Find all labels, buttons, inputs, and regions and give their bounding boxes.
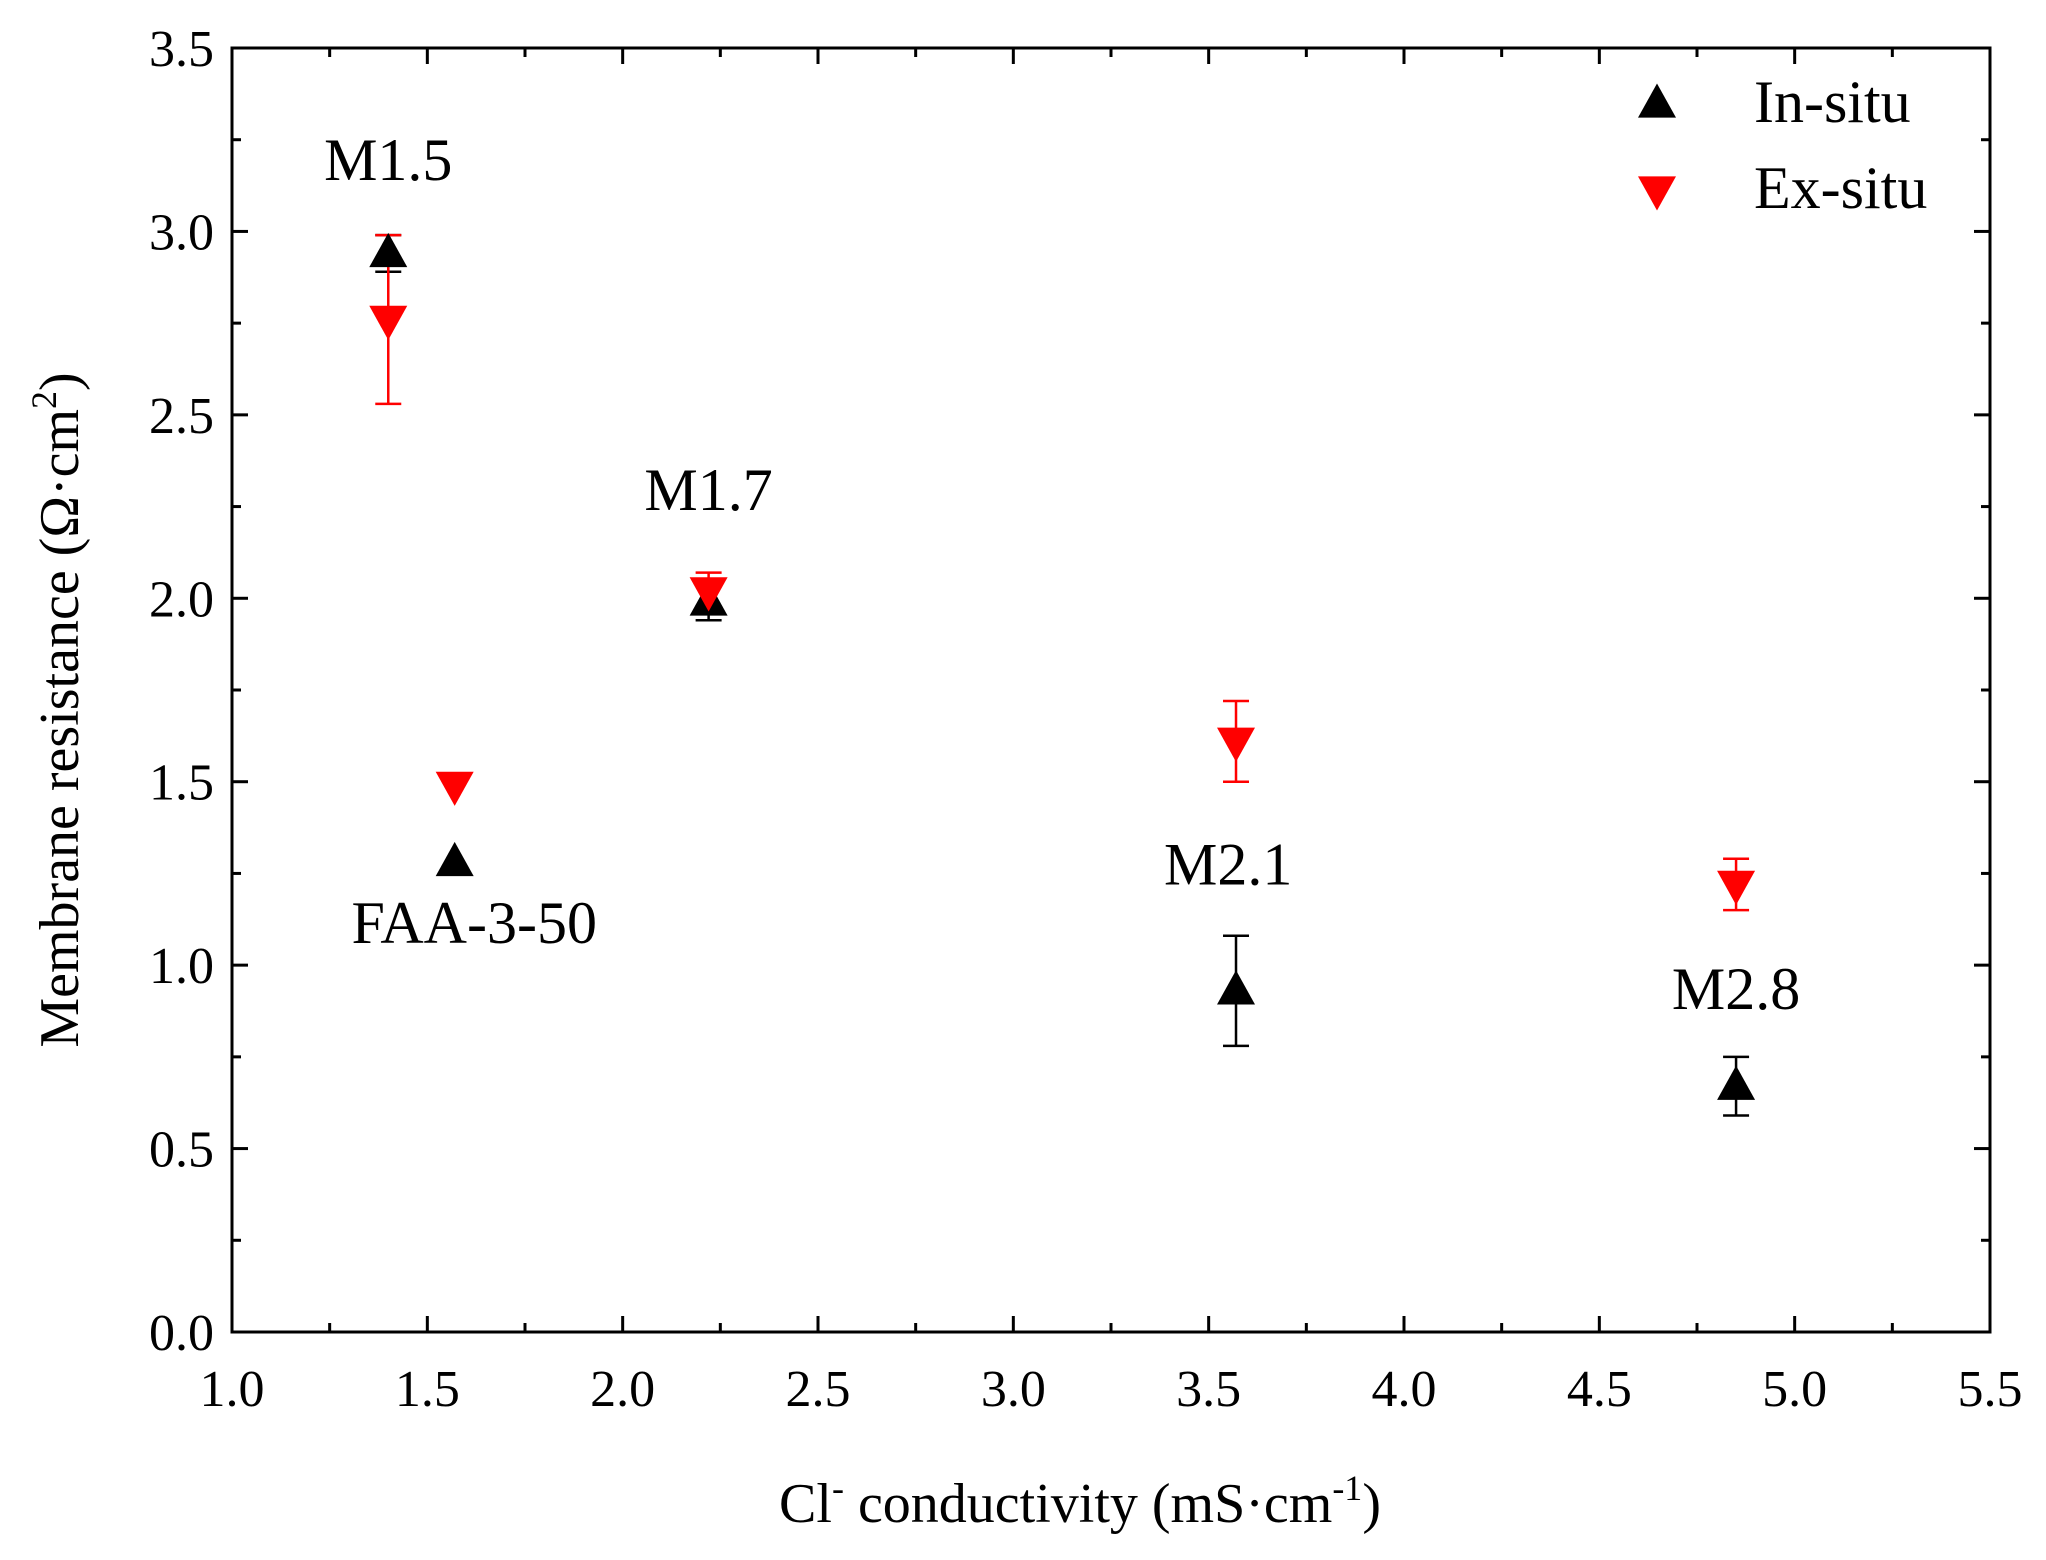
x-tick-label: 1.5 bbox=[395, 1361, 460, 1418]
x-axis: 1.0 1.5 2.0 2.5 3.0 3.5 4.0 4.5 5.0 5.5 bbox=[200, 48, 2023, 1418]
y-axis: 0.0 0.5 1.0 1.5 2.0 2.5 3.0 3.5 bbox=[149, 21, 1990, 1362]
x-tick-label: 3.5 bbox=[1176, 1361, 1241, 1418]
data-markers bbox=[369, 232, 1756, 1100]
in-situ-point bbox=[369, 232, 408, 268]
y-tick-label: 3.0 bbox=[149, 204, 214, 261]
y-axis-title-main: Membrane resistance (Ω·cm bbox=[29, 409, 91, 1048]
legend-marker-in-situ bbox=[1638, 83, 1676, 118]
point-annotation: M2.1 bbox=[1164, 831, 1292, 897]
x-tick-label: 1.0 bbox=[200, 1361, 265, 1418]
x-axis-title-sup2: -1 bbox=[1332, 1468, 1362, 1508]
legend: In-situ Ex-situ bbox=[1638, 69, 1927, 221]
point-annotation: M1.5 bbox=[324, 127, 452, 193]
ex-situ-point bbox=[435, 771, 474, 806]
x-axis-title-main: Cl bbox=[779, 1473, 832, 1535]
ex-situ-point bbox=[369, 305, 408, 340]
x-tick-label: 2.5 bbox=[786, 1361, 851, 1418]
y-axis-title-end: ) bbox=[29, 372, 91, 391]
x-tick-label: 5.5 bbox=[1958, 1361, 2023, 1418]
x-tick-label: 4.5 bbox=[1567, 1361, 1632, 1418]
x-axis-title-end: ) bbox=[1362, 1473, 1381, 1535]
point-annotation: FAA-3-50 bbox=[351, 890, 597, 956]
x-axis-title-sup: - bbox=[832, 1468, 844, 1508]
x-tick-label: 4.0 bbox=[1372, 1361, 1437, 1418]
y-tick-label: 2.0 bbox=[149, 571, 214, 628]
y-tick-label: 2.5 bbox=[149, 388, 214, 445]
x-tick-label: 5.0 bbox=[1762, 1361, 1827, 1418]
in-situ-point bbox=[1217, 970, 1256, 1005]
y-tick-label: 1.5 bbox=[149, 755, 214, 812]
legend-label-ex-situ: Ex-situ bbox=[1754, 155, 1927, 221]
in-situ-point bbox=[435, 841, 474, 877]
legend-label-in-situ: In-situ bbox=[1754, 69, 1911, 135]
point-annotation: M1.7 bbox=[644, 457, 772, 523]
y-tick-label: 1.0 bbox=[149, 938, 214, 995]
in-situ-point bbox=[1717, 1065, 1756, 1100]
annotations: M1.5 FAA-3-50 M1.7 M2.1 M2.8 bbox=[324, 127, 1800, 1022]
y-tick-label: 3.5 bbox=[149, 21, 214, 78]
y-axis-title-sup: 2 bbox=[24, 391, 64, 409]
ex-situ-point bbox=[1217, 727, 1256, 762]
y-tick-label: 0.5 bbox=[149, 1122, 214, 1179]
y-axis-title: Membrane resistance (Ω·cm2) bbox=[24, 372, 91, 1047]
point-annotation: M2.8 bbox=[1672, 956, 1800, 1022]
x-tick-label: 2.0 bbox=[590, 1361, 655, 1418]
y-tick-label: 0.0 bbox=[149, 1305, 214, 1362]
legend-marker-ex-situ bbox=[1638, 176, 1676, 211]
ex-situ-point bbox=[689, 577, 728, 612]
x-tick-label: 3.0 bbox=[981, 1361, 1046, 1418]
x-axis-title-rest: conductivity (mS·cm bbox=[844, 1473, 1332, 1535]
ex-situ-point bbox=[1717, 870, 1756, 905]
x-axis-title: Cl- conductivity (mS·cm-1) bbox=[779, 1468, 1381, 1535]
